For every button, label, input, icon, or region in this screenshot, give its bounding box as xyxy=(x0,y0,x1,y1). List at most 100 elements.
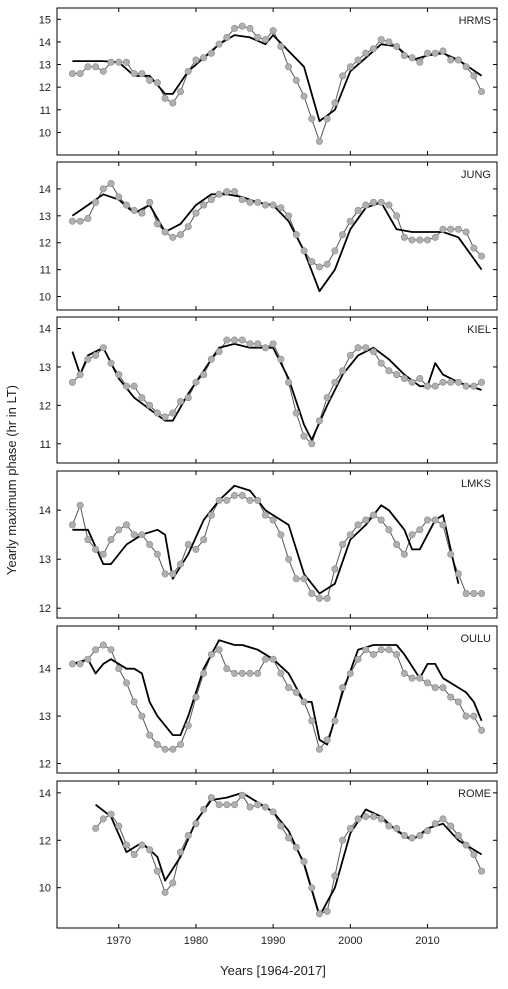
smooth-line-rome xyxy=(95,792,483,917)
y-tick-label-jung: 10 xyxy=(39,292,51,304)
observed-point-rome xyxy=(416,832,424,840)
observed-point-rome xyxy=(315,910,323,918)
observed-point-kiel xyxy=(238,336,246,344)
observed-point-lmks xyxy=(254,496,262,504)
observed-point-oulu xyxy=(354,655,362,663)
observed-point-kiel xyxy=(300,432,308,440)
observed-point-kiel xyxy=(377,359,385,367)
observed-point-rome xyxy=(277,822,285,830)
observed-point-hrms xyxy=(431,49,439,57)
observed-point-kiel xyxy=(177,398,185,406)
observed-point-kiel xyxy=(84,355,92,363)
observed-point-oulu xyxy=(339,684,347,692)
observed-point-kiel xyxy=(331,378,339,386)
observed-point-kiel xyxy=(385,367,393,375)
observed-point-jung xyxy=(130,206,138,214)
observed-point-jung xyxy=(76,217,84,225)
observed-point-kiel xyxy=(393,371,401,379)
y-tick-label-hrms: 14 xyxy=(39,37,51,49)
y-tick-label-kiel: 14 xyxy=(39,324,51,336)
observed-point-rome xyxy=(92,824,100,832)
observed-point-jung xyxy=(122,201,130,209)
observed-point-oulu xyxy=(454,698,462,706)
observed-point-oulu xyxy=(377,646,385,654)
observed-point-jung xyxy=(447,225,455,233)
observed-point-kiel xyxy=(76,371,84,379)
observed-point-jung xyxy=(115,193,123,201)
observed-point-rome xyxy=(354,815,362,823)
observed-point-hrms xyxy=(285,63,293,71)
observed-point-hrms xyxy=(138,70,146,78)
observed-point-kiel xyxy=(246,340,254,348)
observed-point-lmks xyxy=(99,550,107,558)
observed-point-hrms xyxy=(231,24,239,32)
observed-point-lmks xyxy=(315,594,323,602)
observed-point-hrms xyxy=(408,54,416,62)
y-tick-label-jung: 14 xyxy=(39,184,51,196)
observed-point-hrms xyxy=(200,54,208,62)
observed-point-rome xyxy=(184,832,192,840)
observed-point-oulu xyxy=(99,641,107,649)
x-tick-label: 2010 xyxy=(415,935,439,947)
x-axis-title: Years [1964-2017] xyxy=(220,963,326,978)
observed-point-jung xyxy=(177,231,185,239)
observed-point-hrms xyxy=(346,63,354,71)
observed-point-kiel xyxy=(99,344,107,352)
observed-point-lmks xyxy=(377,516,385,524)
observed-point-oulu xyxy=(447,693,455,701)
observed-point-oulu xyxy=(362,646,370,654)
observed-point-rome xyxy=(339,836,347,844)
observed-point-rome xyxy=(431,820,439,828)
observed-point-lmks xyxy=(431,516,439,524)
observed-point-lmks xyxy=(200,536,208,544)
observed-point-oulu xyxy=(400,669,408,677)
observed-point-oulu xyxy=(122,679,130,687)
observed-point-kiel xyxy=(122,382,130,390)
observed-point-kiel xyxy=(261,344,269,352)
observed-point-lmks xyxy=(369,511,377,519)
observed-point-lmks xyxy=(192,545,200,553)
observed-point-hrms xyxy=(331,99,339,107)
y-tick-label-oulu: 13 xyxy=(39,711,51,723)
observed-point-hrms xyxy=(107,58,115,66)
y-tick-label-jung: 11 xyxy=(40,265,51,277)
observed-point-kiel xyxy=(277,355,285,363)
observed-point-kiel xyxy=(115,371,123,379)
observed-point-lmks xyxy=(184,540,192,548)
observed-point-jung xyxy=(231,188,239,196)
observed-point-lmks xyxy=(138,531,146,539)
observed-point-kiel xyxy=(346,351,354,359)
observed-point-oulu xyxy=(153,741,161,749)
observed-point-lmks xyxy=(354,521,362,529)
observed-point-oulu xyxy=(315,745,323,753)
x-tick-label: 1990 xyxy=(261,935,285,947)
observed-point-hrms xyxy=(192,56,200,64)
observed-point-lmks xyxy=(470,589,478,597)
observed-point-hrms xyxy=(439,47,447,55)
observed-point-jung xyxy=(161,228,169,236)
observed-point-kiel xyxy=(462,382,470,390)
observed-point-oulu xyxy=(269,655,277,663)
observed-point-rome xyxy=(285,834,293,842)
observed-point-kiel xyxy=(308,440,316,448)
observed-point-oulu xyxy=(161,745,169,753)
observed-point-hrms xyxy=(478,88,486,96)
observed-point-kiel xyxy=(68,378,76,386)
observed-point-hrms xyxy=(92,63,100,71)
observed-point-kiel xyxy=(192,378,200,386)
observed-point-kiel xyxy=(400,374,408,382)
observed-point-kiel xyxy=(315,417,323,425)
observed-point-rome xyxy=(478,867,486,875)
panel-frame-hrms xyxy=(56,7,498,156)
observed-point-kiel xyxy=(169,409,177,417)
observed-point-lmks xyxy=(339,540,347,548)
observed-point-rome xyxy=(207,794,215,802)
observed-point-rome xyxy=(99,815,107,823)
observed-point-kiel xyxy=(447,378,455,386)
panel-label-hrms: HRMS xyxy=(459,15,491,27)
y-tick-label-lmks: 12 xyxy=(39,603,51,615)
observed-point-kiel xyxy=(454,378,462,386)
observed-point-rome xyxy=(454,832,462,840)
y-tick-label-hrms: 10 xyxy=(39,127,51,139)
